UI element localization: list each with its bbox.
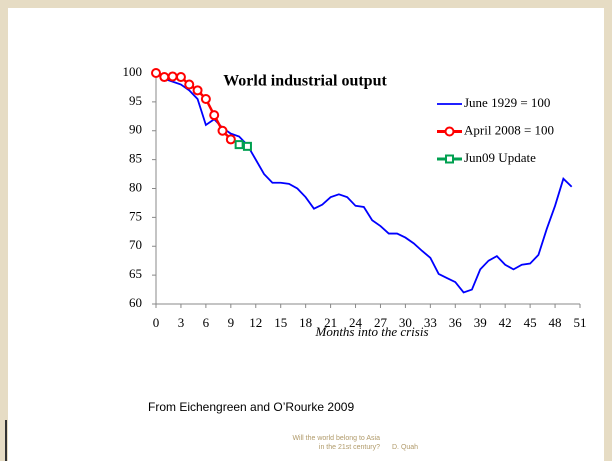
source-note: From Eichengreen and O’Rourke 2009 [148, 400, 354, 414]
x-axis-label: Months into the crisis [314, 324, 428, 339]
y-tick-label: 75 [129, 208, 142, 223]
legend-label: Jun09 Update [464, 150, 536, 165]
legend-label: June 1929 = 100 [464, 95, 550, 110]
point-marker [217, 125, 228, 136]
point-marker [209, 110, 220, 121]
footer-line: in the 21st century? [319, 444, 380, 451]
x-tick-label: 12 [249, 315, 262, 330]
x-tick-label: 45 [524, 315, 537, 330]
chart-title: World industrial output [223, 73, 387, 90]
y-tick-label: 60 [129, 295, 142, 310]
x-tick-label: 21 [324, 315, 337, 330]
x-tick-label: 39 [474, 315, 487, 330]
point-marker [167, 71, 178, 82]
x-tick-label: 36 [449, 315, 463, 330]
point-marker [184, 79, 195, 90]
y-tick-label: 80 [129, 179, 142, 194]
point-marker [234, 140, 244, 150]
x-tick-label: 6 [203, 315, 210, 330]
point-marker [151, 68, 161, 78]
y-tick-label: 95 [129, 93, 142, 108]
point-marker [242, 141, 252, 151]
point-marker [192, 85, 203, 96]
x-tick-label: 42 [499, 315, 512, 330]
legend-label: April 2008 = 100 [464, 122, 554, 137]
point-marker [225, 134, 236, 145]
x-tick-label: 9 [228, 315, 235, 330]
y-tick-label: 85 [129, 151, 142, 166]
legend-marker [444, 126, 455, 137]
y-tick-label: 90 [129, 122, 142, 137]
slide-body [8, 8, 604, 461]
footer-line: Will the world belong to Asia [292, 435, 380, 442]
x-tick-label: 15 [274, 315, 287, 330]
point-marker [159, 72, 170, 83]
x-tick-label: 18 [299, 315, 312, 330]
x-tick-label: 3 [178, 315, 185, 330]
footer-author: D. Quah [392, 444, 418, 451]
x-tick-label: 27 [374, 315, 388, 330]
y-tick-label: 65 [129, 266, 142, 281]
x-tick-label: 30 [399, 315, 412, 330]
x-tick-label: 33 [424, 315, 437, 330]
point-marker [175, 72, 186, 83]
x-tick-label: 48 [549, 315, 562, 330]
point-marker [200, 93, 211, 104]
y-tick-label: 100 [123, 64, 143, 79]
x-tick-label: 24 [349, 315, 363, 330]
x-tick-label: 51 [574, 315, 587, 330]
x-tick-label: 0 [153, 315, 160, 330]
legend-marker [445, 154, 454, 164]
y-tick-label: 70 [129, 237, 142, 252]
